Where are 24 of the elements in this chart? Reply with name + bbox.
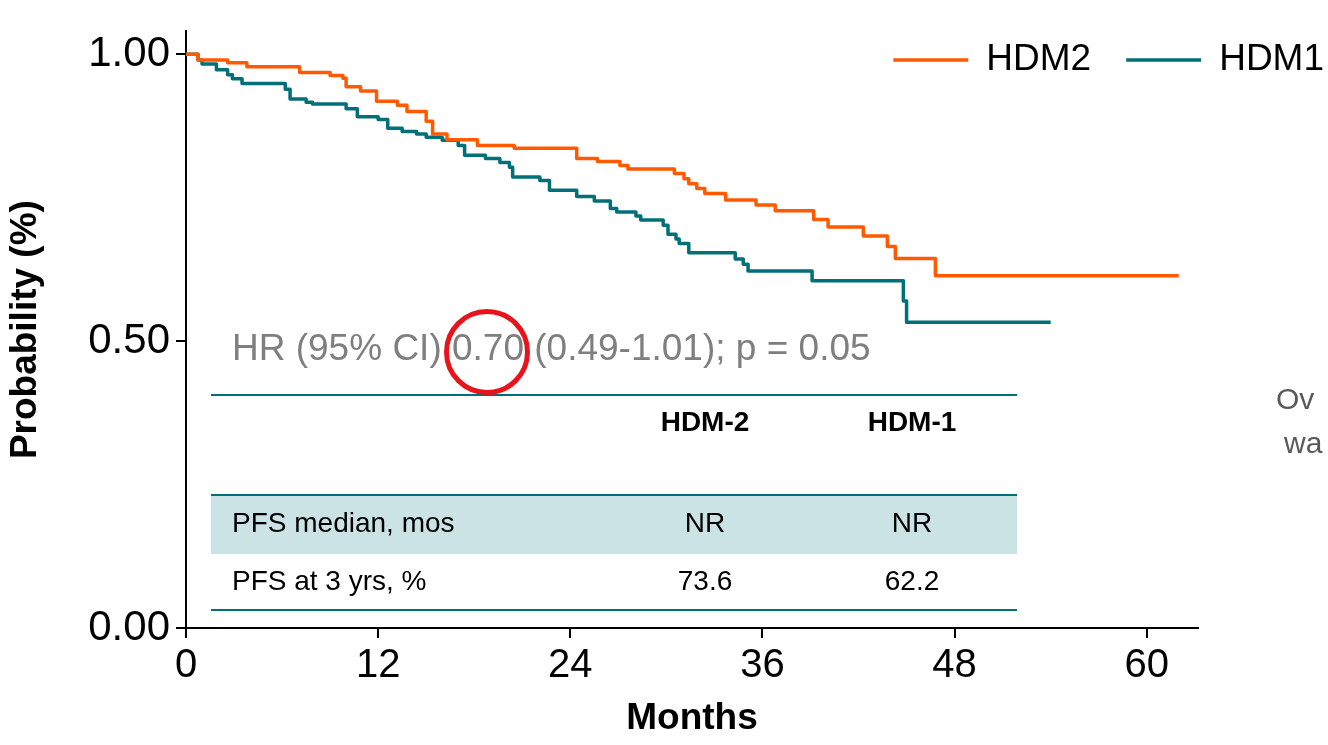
text: wa: [1283, 426, 1323, 460]
x-tick-label: 0: [174, 641, 198, 686]
annotation: 73.6: [677, 564, 733, 596]
annotation: NR: [684, 506, 726, 538]
annotation: 62.2: [884, 564, 940, 596]
x-axis-title: Months: [626, 696, 758, 737]
annotation: HR (95% CI) 0.70 (0.49-1.01); p = 0.05: [232, 327, 871, 369]
y-tick-label: 0.50: [88, 314, 170, 362]
x-tick-label: 60: [1124, 641, 1170, 686]
x-tick-label: 48: [932, 641, 977, 686]
y-tick-label: 1.00: [88, 27, 170, 75]
annotation: HDM-2: [660, 405, 750, 437]
x-tick-label: 36: [740, 641, 785, 686]
annotation: NR: [891, 506, 933, 538]
legend-label: HDM2: [986, 37, 1092, 79]
x-tick-label: 24: [548, 641, 593, 686]
annotation: HDM-1: [867, 405, 957, 437]
annotation: PFS at 3 yrs, %: [232, 564, 427, 596]
text: Ov: [1276, 382, 1315, 416]
legend-label: HDM1: [1219, 37, 1324, 79]
y-axis-title: Probability (%): [3, 200, 45, 460]
annotation: PFS median, mos: [232, 506, 455, 538]
y-tick-label: 0.00: [88, 601, 170, 649]
x-tick-label: 12: [355, 641, 401, 686]
